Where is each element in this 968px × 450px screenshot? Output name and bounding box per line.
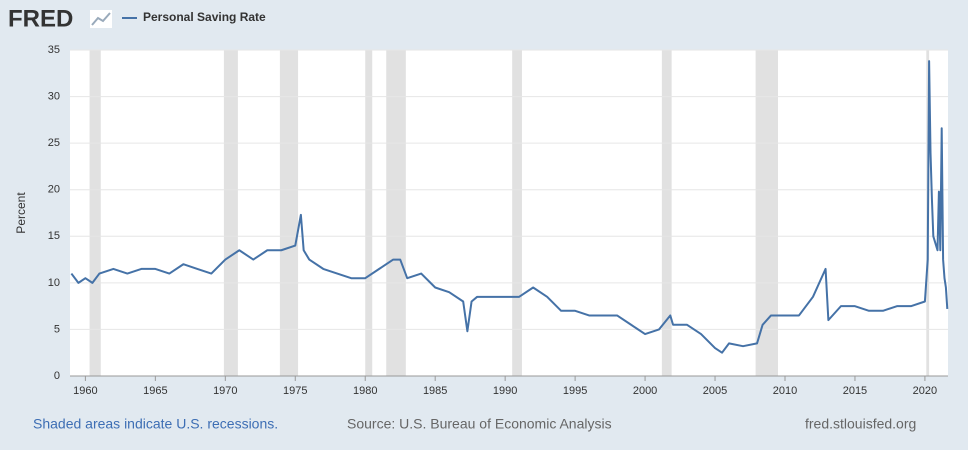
recession-band <box>755 50 778 376</box>
y-tick-label: 0 <box>54 370 60 382</box>
recession-band <box>279 50 299 376</box>
plot <box>70 60 949 354</box>
y-tick-label: 30 <box>48 90 60 102</box>
x-tick-label: 1970 <box>213 385 237 397</box>
source: Source: U.S. Bureau of Economic Analysis <box>347 416 612 432</box>
logo-icon <box>90 10 112 28</box>
series-line <box>70 60 949 354</box>
legend-label: Personal Saving Rate <box>143 10 266 24</box>
x-tick-label: 1975 <box>283 385 307 397</box>
recession-band <box>512 50 522 376</box>
x-tick-label: 1990 <box>493 385 517 397</box>
y-axis-label: Percent <box>14 192 28 234</box>
recession-band <box>661 50 672 376</box>
x-tick-label: 2005 <box>703 385 727 397</box>
x-tick-label: 1995 <box>563 385 587 397</box>
y-tick-label: 25 <box>48 137 60 149</box>
y-tick-label: 5 <box>54 323 60 335</box>
site-link[interactable]: fred.stlouisfed.org <box>805 416 916 432</box>
x-tick-label: 1980 <box>353 385 377 397</box>
recession-band <box>365 50 373 376</box>
x-tick-label: 2010 <box>773 385 797 397</box>
x-tick-label: 1985 <box>423 385 447 397</box>
recession-band <box>223 50 238 376</box>
plot-area <box>70 50 948 376</box>
x-tick-label: 2015 <box>843 385 867 397</box>
x-tick-label: 1965 <box>143 385 167 397</box>
y-tick-label: 20 <box>48 184 60 196</box>
logo: FRED <box>8 5 73 32</box>
recession-note[interactable]: Shaded areas indicate U.S. recessions. <box>33 416 278 432</box>
y-tick-label: 10 <box>48 277 60 289</box>
y-tick-label: 35 <box>48 44 60 56</box>
recession-band <box>386 50 406 376</box>
x-tick-label: 1960 <box>73 385 97 397</box>
x-tick-label: 2000 <box>633 385 657 397</box>
recession-band <box>89 50 101 376</box>
x-tick-label: 2020 <box>913 385 937 397</box>
y-tick-label: 15 <box>48 230 60 242</box>
grid: 0 5 10 15 20 25 30 35 1960 1965 1970 1975 1980 1985 19… <box>48 44 948 397</box>
